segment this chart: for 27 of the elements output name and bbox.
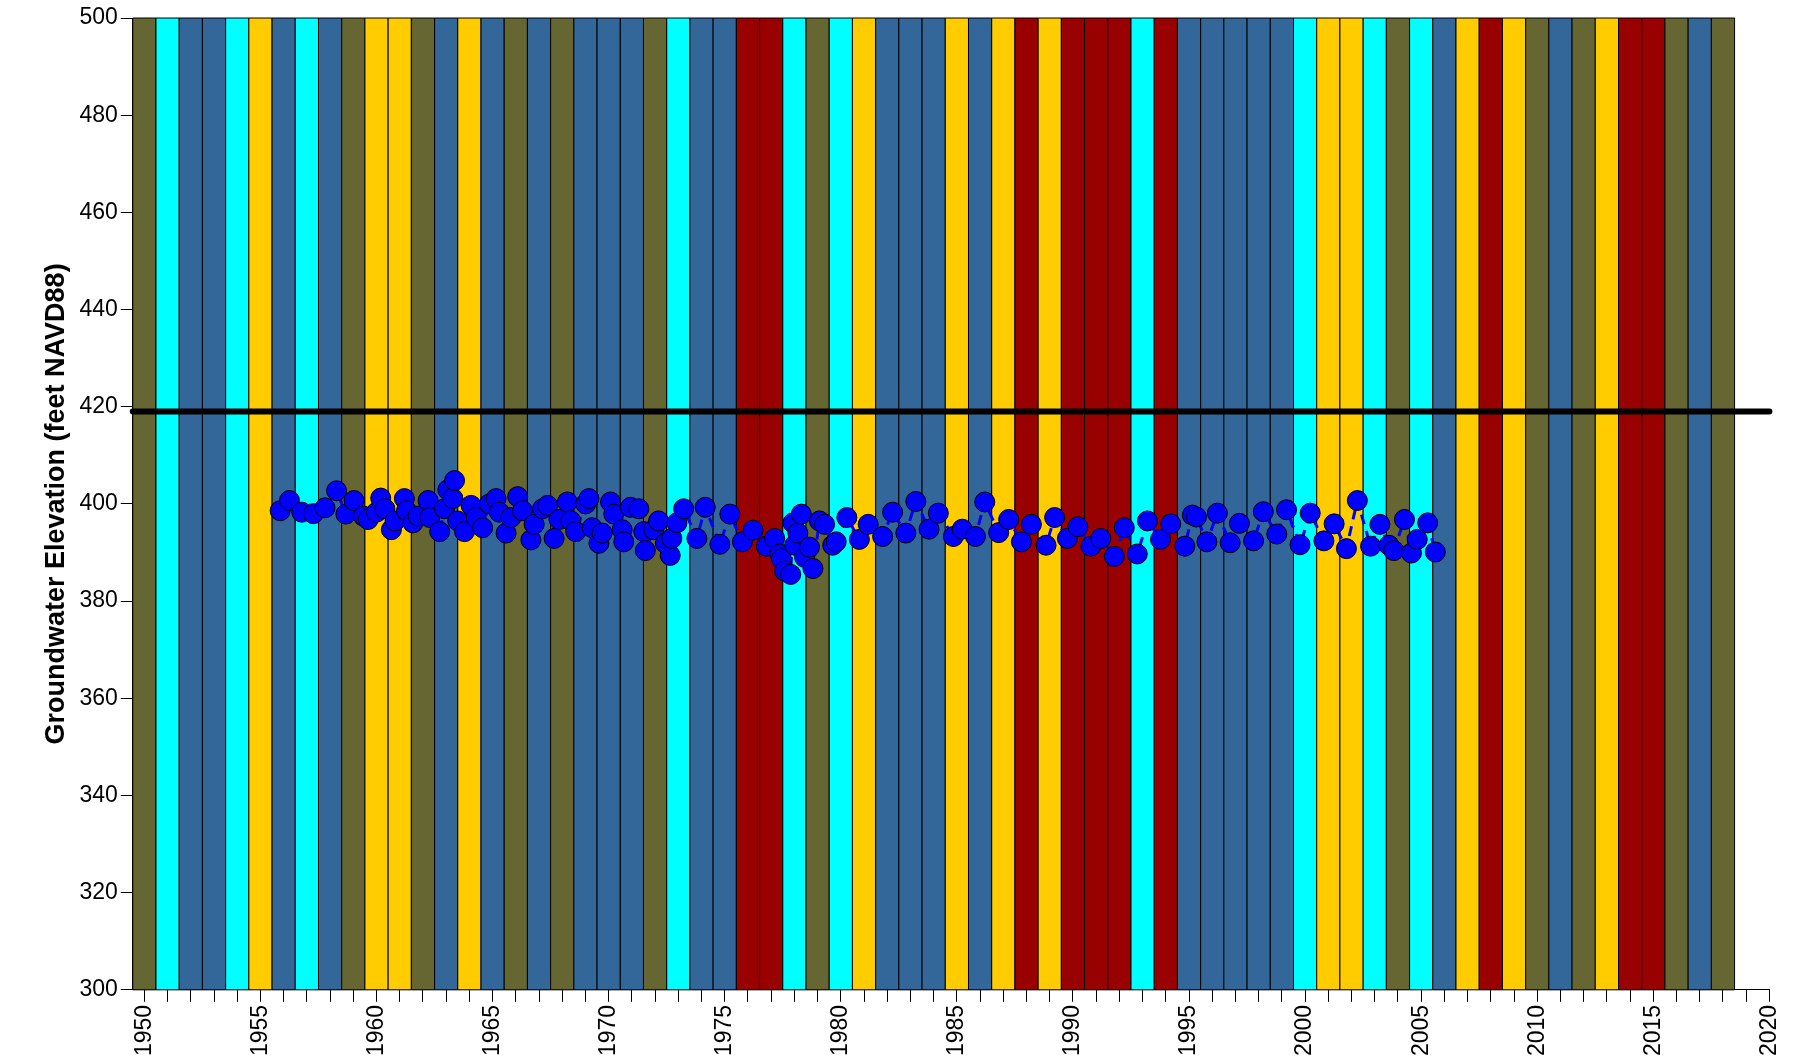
y-tick-label: 380 — [79, 586, 118, 613]
x-tick-label: 1960 — [361, 1004, 388, 1057]
y-tick-label: 500 — [79, 3, 118, 30]
x-tick-label: 1990 — [1058, 1004, 1085, 1057]
y-tick-label: 460 — [79, 197, 118, 224]
y-axis-title: Groundwater Elevation (feet NAVD88) — [39, 263, 70, 745]
y-tick-label: 440 — [79, 294, 118, 321]
x-tick-label: 2005 — [1406, 1004, 1433, 1057]
x-tick-label: 1970 — [594, 1004, 621, 1057]
x-tick-label: 1965 — [477, 1004, 504, 1057]
y-tick-label: 400 — [79, 489, 118, 516]
x-tick-label: 1975 — [710, 1004, 737, 1057]
x-tick-label: 1955 — [245, 1004, 272, 1057]
x-tick-label: 1950 — [129, 1004, 156, 1057]
y-tick-label: 300 — [79, 975, 118, 1002]
x-tick-label: 2000 — [1290, 1004, 1317, 1057]
x-tick-label: 2015 — [1638, 1004, 1665, 1057]
x-tick-label: 2020 — [1754, 1004, 1781, 1057]
y-tick-label: 480 — [79, 100, 118, 127]
x-tick-label: 1995 — [1174, 1004, 1201, 1057]
y-tick-label: 320 — [79, 877, 118, 904]
x-tick-label: 2010 — [1522, 1004, 1549, 1057]
y-tick-label: 340 — [79, 780, 118, 807]
x-tick-label: 1985 — [942, 1004, 969, 1057]
x-tick-label: 1980 — [826, 1004, 853, 1057]
y-tick-label: 360 — [79, 683, 118, 710]
y-tick-label: 420 — [79, 392, 118, 419]
